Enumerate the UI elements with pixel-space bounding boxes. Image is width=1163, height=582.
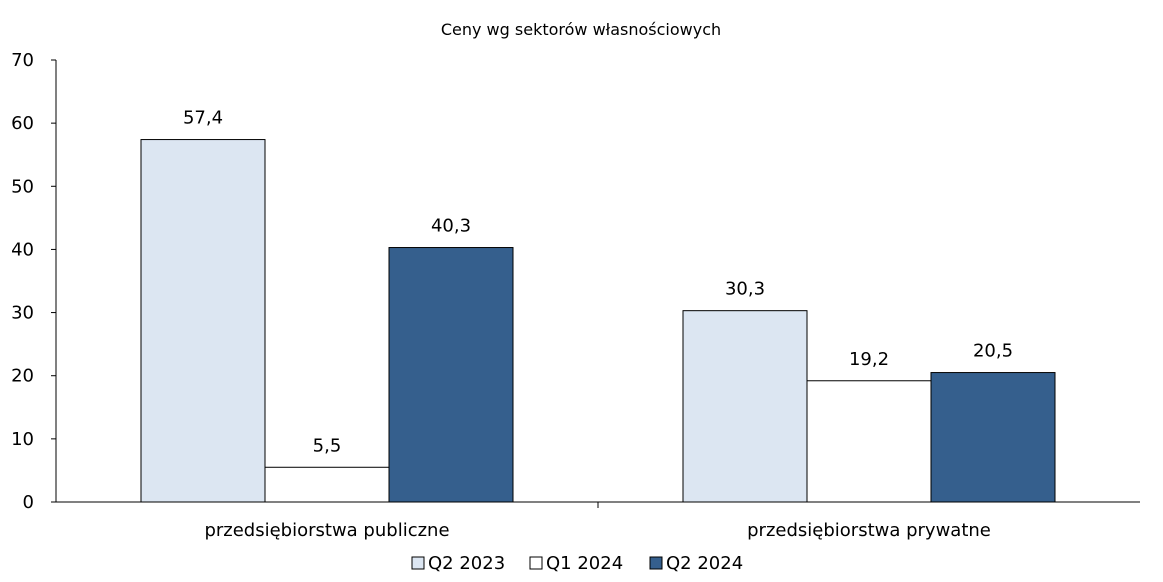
legend-label: Q1 2024 <box>546 553 623 574</box>
y-tick-label: 50 <box>11 176 34 197</box>
y-tick-label: 10 <box>11 429 34 450</box>
data-labels: 57,4 5,5 40,3 30,3 19,2 20,5 <box>183 108 1013 457</box>
y-tick-label: 30 <box>11 303 34 324</box>
data-label: 30,3 <box>725 279 765 300</box>
y-tick-label: 20 <box>11 366 34 387</box>
y-tick-label: 40 <box>11 239 34 260</box>
bar <box>140 139 266 503</box>
data-label: 19,2 <box>849 349 889 370</box>
x-axis: przedsiębiorstwa publiczne przedsiębiorst… <box>56 501 1140 541</box>
legend-swatch <box>411 556 425 570</box>
data-label: 57,4 <box>183 108 223 129</box>
data-label: 40,3 <box>431 216 471 237</box>
chart-title: Ceny wg sektorów własnościowych <box>441 20 721 39</box>
bar <box>264 466 390 503</box>
bar <box>806 380 932 503</box>
bars <box>140 139 1056 503</box>
legend-swatch <box>649 556 663 570</box>
x-category-label: przedsiębiorstwa prywatne <box>747 520 991 541</box>
legend: Q2 2023 Q1 2024 Q2 2024 <box>411 553 743 574</box>
y-tick-label: 0 <box>23 492 34 513</box>
y-tick-label: 70 <box>11 50 34 71</box>
bar <box>682 310 808 503</box>
y-tick-label: 60 <box>11 113 34 134</box>
bar <box>388 247 514 503</box>
legend-label: Q2 2023 <box>428 553 505 574</box>
legend-swatch <box>529 556 543 570</box>
y-axis: 0 10 20 30 40 50 60 70 <box>11 50 57 513</box>
bar <box>930 372 1056 503</box>
data-label: 20,5 <box>973 341 1013 362</box>
data-label: 5,5 <box>313 435 342 456</box>
legend-label: Q2 2024 <box>666 553 743 574</box>
x-category-label: przedsiębiorstwa publiczne <box>204 520 449 541</box>
